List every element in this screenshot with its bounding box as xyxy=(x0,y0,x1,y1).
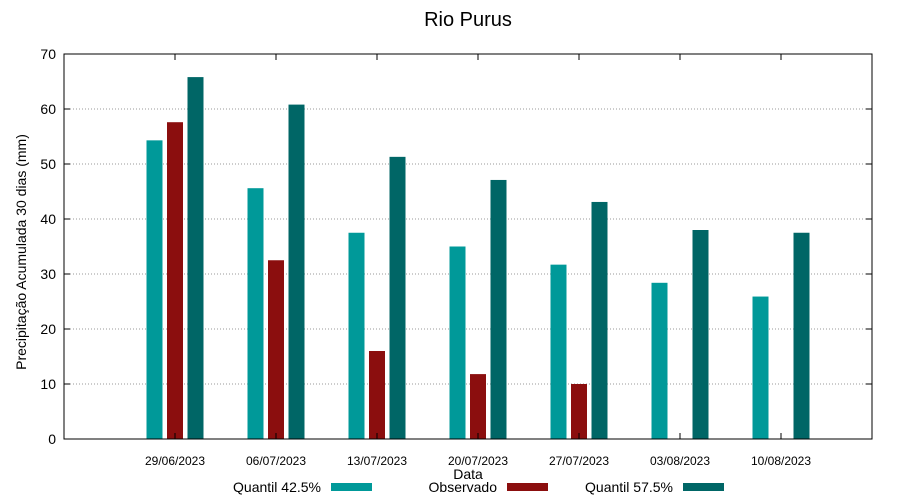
bar xyxy=(490,179,507,439)
legend-swatch xyxy=(683,483,724,491)
x-tick-label: 20/07/2023 xyxy=(448,454,508,468)
x-tick-label: 03/08/2023 xyxy=(650,454,710,468)
y-tick-label: 30 xyxy=(40,266,56,282)
legend-label: Quantil 57.5% xyxy=(585,479,673,495)
bar xyxy=(187,77,204,439)
bar xyxy=(692,230,709,439)
bar xyxy=(348,232,365,439)
x-axis-label: Data xyxy=(453,466,483,482)
y-axis: 0 10 20 30 40 50 60 70 xyxy=(40,46,872,447)
bar xyxy=(752,296,769,439)
bar xyxy=(793,232,810,439)
plot-frame xyxy=(63,53,873,440)
legend: Quantil 42.5% Observado Quantil 57.5% xyxy=(233,479,724,495)
x-tick-label: 06/07/2023 xyxy=(246,454,306,468)
y-tick-label: 40 xyxy=(40,211,56,227)
x-axis: 29/06/2023 06/07/2023 13/07/2023 20/07/2023… xyxy=(145,54,811,468)
y-tick-label: 20 xyxy=(40,321,56,337)
bar xyxy=(268,260,284,439)
bar xyxy=(369,351,385,439)
bar xyxy=(449,246,466,439)
y-tick-label: 10 xyxy=(40,376,56,392)
bars xyxy=(146,77,810,439)
bar xyxy=(146,140,163,439)
legend-label: Quantil 42.5% xyxy=(233,479,321,495)
y-tick-label: 50 xyxy=(40,156,56,172)
grid xyxy=(64,108,872,385)
y-axis-label: Precipitação Acumulada 30 dias (mm) xyxy=(13,134,29,370)
bar xyxy=(389,156,406,439)
chart-title: Rio Purus xyxy=(424,9,512,31)
bar xyxy=(651,282,668,439)
y-tick-label: 60 xyxy=(40,101,56,117)
bar xyxy=(288,104,305,439)
bar xyxy=(247,188,264,439)
legend-swatch xyxy=(507,483,548,491)
x-tick-label: 27/07/2023 xyxy=(549,454,609,468)
bar xyxy=(571,384,587,439)
y-tick-label: 70 xyxy=(40,46,56,62)
legend-label: Observado xyxy=(429,479,498,495)
x-tick-label: 10/08/2023 xyxy=(751,454,811,468)
bar xyxy=(167,122,183,439)
y-tick-label: 0 xyxy=(48,431,56,447)
bar xyxy=(550,264,567,439)
x-tick-label: 29/06/2023 xyxy=(145,454,205,468)
x-tick-label: 13/07/2023 xyxy=(347,454,407,468)
legend-swatch xyxy=(331,483,372,491)
bar xyxy=(591,201,608,439)
bar xyxy=(470,374,486,439)
